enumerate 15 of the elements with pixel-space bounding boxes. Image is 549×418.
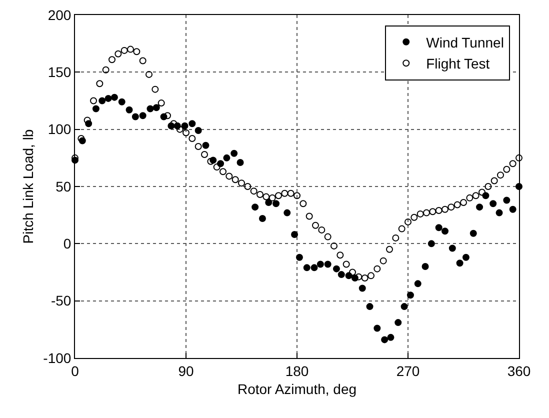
y-tick-label: 200 (48, 6, 72, 23)
legend-label: Wind Tunnel (426, 34, 504, 50)
y-tick-label: 150 (48, 64, 72, 80)
x-tick-label: 180 (285, 362, 309, 379)
y-axis-title: Pitch Link Load, lb (20, 129, 36, 244)
y-tick-label: -100 (43, 350, 72, 366)
y-tick-label: 0 (63, 236, 72, 252)
legend-label: Flight Test (426, 56, 490, 72)
y-tick-label: 50 (56, 178, 72, 194)
x-tick-label: 360 (507, 362, 531, 379)
x-tick-label: 270 (396, 362, 420, 379)
y-tick-label: -50 (50, 292, 72, 309)
y-tick-label: 100 (48, 121, 72, 138)
x-axis-title: Rotor Azimuth, deg (237, 381, 357, 398)
x-tick-label: 90 (178, 362, 194, 379)
